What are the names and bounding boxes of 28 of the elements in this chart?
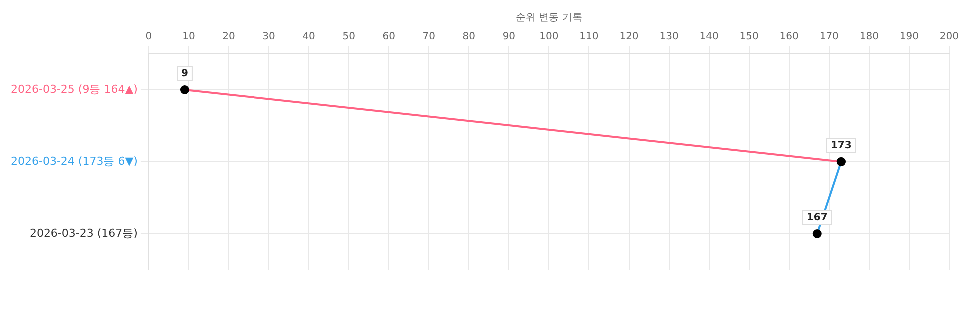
x-tick-label: 110 <box>580 32 599 43</box>
x-tick-label: 160 <box>780 32 799 43</box>
x-tick-label: 50 <box>342 32 356 43</box>
y-tick-label: 2026-03-24 (173등 6▼) <box>10 154 138 168</box>
x-tick-label: 140 <box>700 32 719 43</box>
x-tick-label: 80 <box>462 32 476 43</box>
x-tick-label: 20 <box>222 32 236 43</box>
x-tick-label: 150 <box>740 32 759 43</box>
x-tick-label: 70 <box>422 32 436 43</box>
x-tick-label: 40 <box>302 32 316 43</box>
y-tick-label: 2026-03-25 (9등 164▲) <box>10 82 138 96</box>
x-tick-label: 190 <box>900 32 919 43</box>
data-label: 167 <box>806 212 828 224</box>
x-tick-label: 10 <box>182 32 196 43</box>
data-label: 9 <box>181 68 188 80</box>
x-tick-label: 100 <box>540 32 559 43</box>
data-label: 173 <box>830 140 852 152</box>
x-tick-label: 30 <box>262 32 276 43</box>
x-tick-label: 180 <box>860 32 879 43</box>
x-tick-label: 170 <box>820 32 839 43</box>
x-tick-label: 200 <box>940 32 960 43</box>
x-tick-label: 60 <box>382 32 396 43</box>
y-tick-label: 2026-03-23 (167등) <box>30 226 138 240</box>
x-tick-label: 130 <box>660 32 679 43</box>
x-tick-label: 90 <box>502 32 516 43</box>
x-axis-title: 순위 변동 기록 <box>516 12 582 24</box>
x-tick-label: 120 <box>620 32 639 43</box>
x-tick-label: 0 <box>146 32 152 43</box>
